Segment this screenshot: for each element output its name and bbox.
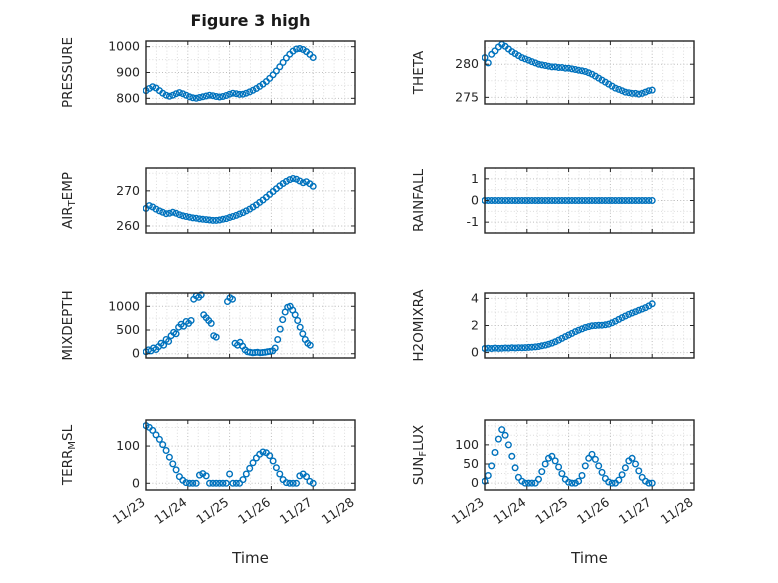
y-tick-label: 1000: [108, 39, 140, 54]
y-tick-label: 260: [116, 218, 140, 233]
y-tick-label: 1000: [108, 298, 140, 313]
y-axis-label-air_temp: AIRTEMP: [60, 172, 78, 229]
y-tick-label: 500: [116, 322, 140, 337]
axes-box: [145, 292, 356, 359]
y-tick-label: 275: [455, 89, 479, 104]
y-tick-label: 0: [132, 346, 140, 361]
x-axis-label-left: Time: [232, 549, 269, 567]
y-axis-label-terr_msl: TERRMSL: [60, 424, 78, 486]
y-tick-label: 4: [471, 290, 479, 305]
x-tick-label: 11/23: [449, 494, 487, 527]
tick-marks: [484, 420, 695, 490]
tick-marks: [484, 41, 695, 104]
y-tick-label: 270: [116, 183, 140, 198]
x-axis-label-right: Time: [571, 549, 608, 567]
scatter-markers: [143, 422, 317, 487]
tick-marks: [484, 168, 695, 233]
plot-canvas-terr_msl: 0 100 11/23 11/24 11/25 11/26 11/27 11/28 TERRMS…: [60, 419, 357, 527]
scatter-markers: [143, 44, 317, 102]
y-axis-label-h2omixra: H2OMIXRA: [411, 289, 427, 362]
x-tick-label: 11/28: [319, 494, 357, 527]
subplot-sun-flux: 0 50 100 11/23 11/24 11/25 11/26 11/27 11/28 SUNF…: [397, 410, 704, 554]
scatter-markers: [482, 197, 656, 205]
y-tick-label: 0: [471, 345, 479, 360]
subplot-mixdepth: 0 500 1000 MIXDEPTH: [58, 283, 365, 372]
gridlines: [145, 168, 356, 233]
plot-canvas-rainfall: -1 0 1 RAINFALL: [411, 167, 695, 234]
tick-marks: [145, 168, 356, 233]
tick-marks: [484, 293, 695, 358]
scatter-markers: [482, 40, 656, 98]
y-axis-label-mixdepth: MIXDEPTH: [60, 290, 76, 360]
axes-box: [484, 419, 695, 491]
plot-canvas-theta: 275 280 THETA: [411, 40, 695, 105]
axes-box: [145, 167, 356, 234]
plot-canvas-mixdepth: 0 500 1000 MIXDEPTH: [60, 290, 356, 361]
tick-marks: [145, 41, 356, 104]
scatter-markers: [482, 300, 656, 353]
y-tick-label: 100: [116, 438, 140, 453]
x-tick-label: 11/27: [277, 494, 315, 527]
y-tick-label: -1: [467, 214, 479, 229]
y-tick-label: 50: [463, 456, 479, 471]
plot-canvas-h2omixra: 0 2 4 H2OMIXRA: [411, 289, 695, 362]
x-tick-label: 11/25: [532, 494, 570, 527]
y-axis-label-rainfall: RAINFALL: [411, 169, 427, 232]
subplot-theta: 275 280 THETA: [397, 31, 704, 118]
y-tick-label: 800: [116, 90, 140, 105]
y-axis-label-pressure: PRESSURE: [60, 37, 76, 108]
x-tick-label: 11/25: [193, 494, 231, 527]
gridlines: [145, 420, 356, 490]
x-tick-label: 11/27: [616, 494, 654, 527]
y-tick-label: 0: [132, 475, 140, 490]
x-tick-label: 11/26: [574, 494, 612, 527]
plot-canvas-pressure: 800 900 1000 PRESSURE: [60, 37, 356, 108]
axes-box: [484, 40, 695, 105]
y-tick-label: 2: [471, 318, 479, 333]
y-tick-label: 0: [471, 475, 479, 490]
x-tick-label: 11/24: [490, 494, 528, 527]
y-tick-label: 1: [471, 171, 479, 186]
y-axis-label-theta: THETA: [411, 50, 427, 95]
y-tick-label: 900: [116, 65, 140, 80]
figure-title: Figure 3 high: [190, 11, 311, 30]
x-tick-label: 11/26: [235, 494, 273, 527]
subplot-pressure: 800 900 1000 PRESSURE: [58, 31, 365, 118]
plot-canvas-air_temp: 260 270 AIRTEMP: [60, 167, 356, 234]
y-axis-label-sun_flux: SUNFLUX: [411, 425, 429, 485]
x-tick-label: 11/28: [658, 494, 696, 527]
tick-marks: [145, 293, 356, 358]
tick-marks: [145, 420, 356, 490]
y-tick-label: 280: [455, 56, 479, 71]
subplot-terr-msl: 0 100 11/23 11/24 11/25 11/26 11/27 11/28 TERRMS…: [58, 410, 365, 554]
x-tick-label: 11/24: [151, 494, 189, 527]
y-tick-label: 100: [455, 437, 479, 452]
subplot-rainfall: -1 0 1 RAINFALL: [397, 158, 704, 247]
plot-canvas-sun_flux: 0 50 100 11/23 11/24 11/25 11/26 11/27 11/28 SUNF…: [411, 419, 696, 527]
scatter-markers: [143, 291, 314, 357]
axes-box: [145, 419, 356, 491]
subplot-air-temp: 260 270 AIRTEMP: [58, 158, 365, 247]
scatter-markers: [143, 175, 317, 224]
gridlines: [145, 41, 356, 104]
subplot-h2omixra: 0 2 4 H2OMIXRA: [397, 283, 704, 372]
y-tick-label: 0: [471, 193, 479, 208]
x-tick-label: 11/23: [110, 494, 148, 527]
